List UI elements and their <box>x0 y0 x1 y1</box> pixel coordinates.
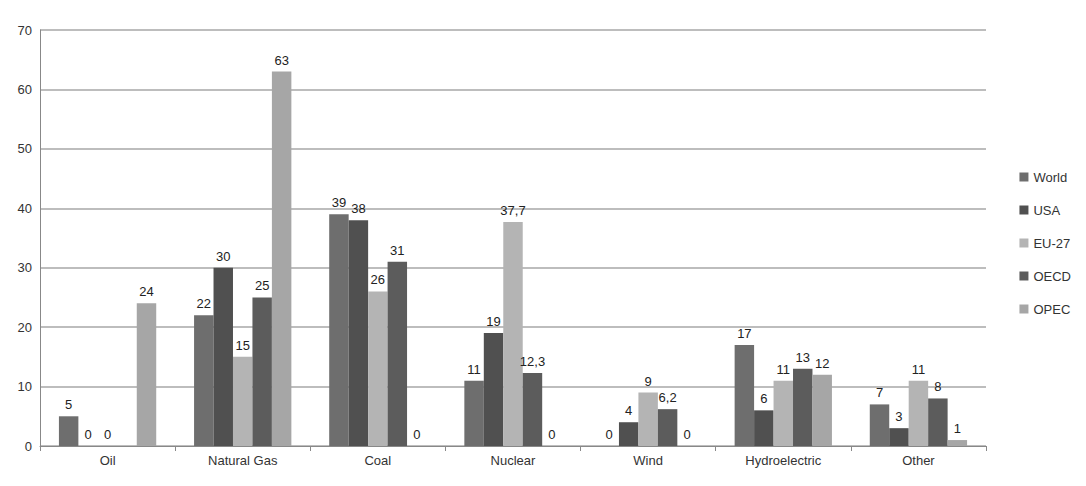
svg-text:0: 0 <box>606 427 613 442</box>
svg-text:6: 6 <box>760 391 767 406</box>
svg-text:Other: Other <box>902 453 935 468</box>
svg-text:6,2: 6,2 <box>659 390 677 405</box>
svg-text:Nuclear: Nuclear <box>491 453 536 468</box>
svg-text:11: 11 <box>467 362 481 377</box>
svg-text:26: 26 <box>371 272 385 287</box>
svg-text:0: 0 <box>548 427 555 442</box>
svg-text:8: 8 <box>934 379 941 394</box>
svg-text:11: 11 <box>912 362 926 377</box>
svg-text:4: 4 <box>625 403 632 418</box>
svg-text:Oil: Oil <box>100 453 116 468</box>
svg-text:70: 70 <box>18 23 32 38</box>
svg-text:22: 22 <box>197 296 211 311</box>
svg-text:OPEC: OPEC <box>1033 302 1070 317</box>
svg-text:0: 0 <box>25 439 32 454</box>
svg-text:7: 7 <box>876 385 883 400</box>
svg-text:39: 39 <box>332 195 346 210</box>
svg-text:Coal: Coal <box>364 453 391 468</box>
svg-text:30: 30 <box>18 260 32 275</box>
svg-text:3: 3 <box>895 409 902 424</box>
svg-text:40: 40 <box>18 201 32 216</box>
svg-text:9: 9 <box>645 374 652 389</box>
svg-text:20: 20 <box>18 320 32 335</box>
svg-text:31: 31 <box>390 243 404 258</box>
svg-text:1: 1 <box>954 421 961 436</box>
svg-text:38: 38 <box>351 201 365 216</box>
svg-text:0: 0 <box>413 427 420 442</box>
svg-text:63: 63 <box>274 53 288 68</box>
svg-text:0: 0 <box>104 427 111 442</box>
svg-text:17: 17 <box>737 326 751 341</box>
svg-text:15: 15 <box>235 338 249 353</box>
svg-text:5: 5 <box>65 397 72 412</box>
svg-text:13: 13 <box>796 350 810 365</box>
svg-text:12,3: 12,3 <box>520 354 545 369</box>
svg-text:25: 25 <box>255 278 269 293</box>
svg-text:30: 30 <box>216 249 230 264</box>
svg-text:0: 0 <box>683 427 690 442</box>
svg-text:Hydroelectric: Hydroelectric <box>745 453 821 468</box>
svg-text:50: 50 <box>18 141 32 156</box>
svg-text:10: 10 <box>18 379 32 394</box>
svg-text:37,7: 37,7 <box>500 203 525 218</box>
svg-text:19: 19 <box>486 314 500 329</box>
svg-text:12: 12 <box>815 356 829 371</box>
svg-text:OECD: OECD <box>1033 269 1071 284</box>
svg-text:11: 11 <box>777 362 791 377</box>
svg-text:60: 60 <box>18 82 32 97</box>
svg-text:Natural Gas: Natural Gas <box>208 453 278 468</box>
svg-text:Wind: Wind <box>633 453 663 468</box>
svg-text:24: 24 <box>139 284 153 299</box>
svg-text:EU-27: EU-27 <box>1033 236 1070 251</box>
svg-text:USA: USA <box>1033 203 1060 218</box>
svg-text:0: 0 <box>84 427 91 442</box>
svg-text:World: World <box>1033 170 1067 185</box>
